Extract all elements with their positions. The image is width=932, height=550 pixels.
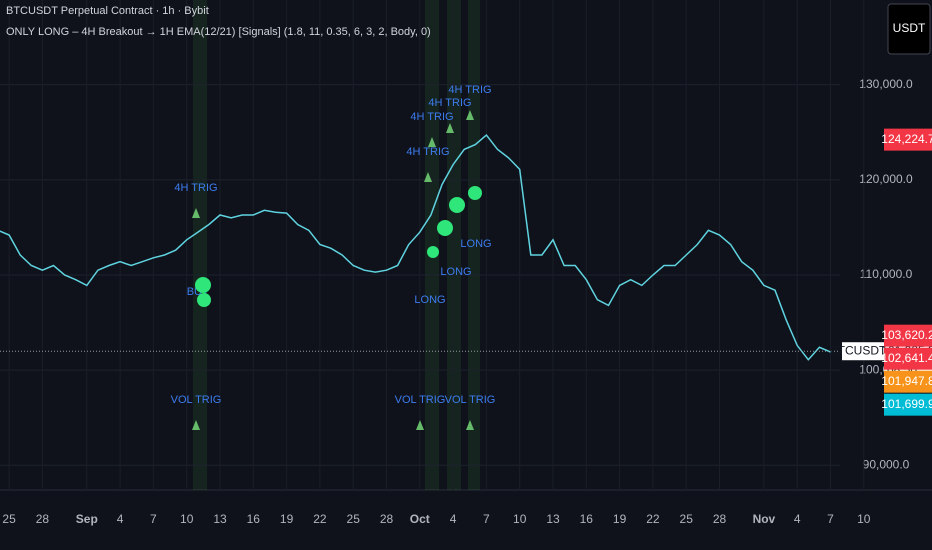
signal-zone (468, 0, 480, 490)
indicator-title: ONLY LONG – 4H Breakout → 1H EMA(12/21) … (6, 26, 431, 38)
signal-label: VOL TRIG (395, 394, 446, 406)
y-tick-label: 90,000.0 (863, 457, 910, 471)
last-price-name-box (842, 342, 884, 361)
price-badge-label: 102,641.4 (881, 351, 932, 365)
x-tick-label: 19 (613, 512, 627, 526)
signal-label: 4H TRIG (448, 84, 491, 96)
signal-triangle (466, 110, 474, 120)
price-badge (884, 347, 932, 370)
plot: 90,000.0100,000.0110,000.0120,000.0130,0… (0, 0, 932, 526)
x-tick-label: 7 (150, 512, 157, 526)
signal-label: VOL TRIG (171, 394, 222, 406)
signal-triangle (466, 420, 474, 430)
signal-label: 4H TRIG (174, 182, 217, 194)
x-tick-label: 25 (680, 512, 694, 526)
signal-label: 4H TRIG (406, 146, 449, 158)
y-tick-label: 120,000.0 (859, 172, 913, 186)
signal-triangle (416, 420, 424, 430)
x-tick-label: 10 (513, 512, 527, 526)
signal-dot (427, 246, 439, 258)
signal-label: LONG (414, 294, 445, 306)
signal-dot (437, 220, 453, 236)
currency[interactable]: USDT (893, 21, 926, 35)
last-price-name: BTCUSDT.P (830, 343, 897, 357)
x-tick-label: 4 (794, 512, 801, 526)
signal-zone (447, 0, 461, 490)
signal-triangle (446, 123, 454, 133)
signal-label: LONG (440, 266, 471, 278)
price-badge (884, 393, 932, 416)
x-tick-label: 22 (313, 512, 327, 526)
price-line (0, 134, 831, 361)
signal-dot (468, 186, 482, 200)
x-tick-label: 16 (247, 512, 261, 526)
signal-label: 4H TRIG (428, 97, 471, 109)
x-tick-label: 13 (213, 512, 227, 526)
x-tick-label: 28 (36, 512, 50, 526)
signal-label: LONG (460, 238, 491, 250)
symbol-title: BTCUSDT Perpetual Contract · 1h · Bybit (6, 5, 209, 17)
signal-triangle (192, 420, 200, 430)
x-tick-label: 10 (180, 512, 194, 526)
x-tick-label: 7 (483, 512, 490, 526)
price-badge (884, 324, 932, 347)
signal-dot (197, 293, 211, 307)
price-badge-label: 103,620.2 (881, 328, 932, 342)
signal-zone (193, 0, 207, 490)
x-tick-label: Sep (76, 512, 98, 526)
x-tick-label: 13 (546, 512, 560, 526)
y-tick-label: 110,000.0 (860, 267, 913, 281)
signal-dot (449, 197, 465, 213)
x-tick-label: 4 (117, 512, 124, 526)
currency-box[interactable] (887, 3, 931, 55)
x-tick-label: 22 (646, 512, 660, 526)
price-badge-label: 101,947.8 (881, 374, 932, 388)
signal-triangle (428, 137, 436, 147)
x-tick-label: Nov (753, 512, 776, 526)
x-tick-label: 25 (347, 512, 361, 526)
x-tick-label: 28 (713, 512, 727, 526)
signal-triangle (424, 172, 432, 182)
x-tick-label: 4 (450, 512, 457, 526)
x-tick-label: 25 (2, 512, 16, 526)
x-tick-label: 28 (380, 512, 394, 526)
signal-zone (425, 0, 439, 490)
signal-triangle (192, 208, 200, 218)
x-tick-label: 19 (280, 512, 294, 526)
x-tick-label: 16 (580, 512, 594, 526)
x-tick-label: 10 (857, 512, 871, 526)
signal-label: 4H TRIG (410, 111, 453, 123)
price-badge-label: 101,699.9 (881, 397, 932, 411)
price-badge-label: 124,224.7 (881, 132, 932, 146)
signal-dot (195, 277, 211, 293)
price-badge (884, 370, 932, 393)
x-tick-label: Oct (410, 512, 430, 526)
x-tick-label: 7 (827, 512, 834, 526)
y-tick-label: 130,000.0 (859, 77, 913, 91)
price-badge (884, 128, 932, 151)
signal-label: VOL TRIG (445, 394, 496, 406)
